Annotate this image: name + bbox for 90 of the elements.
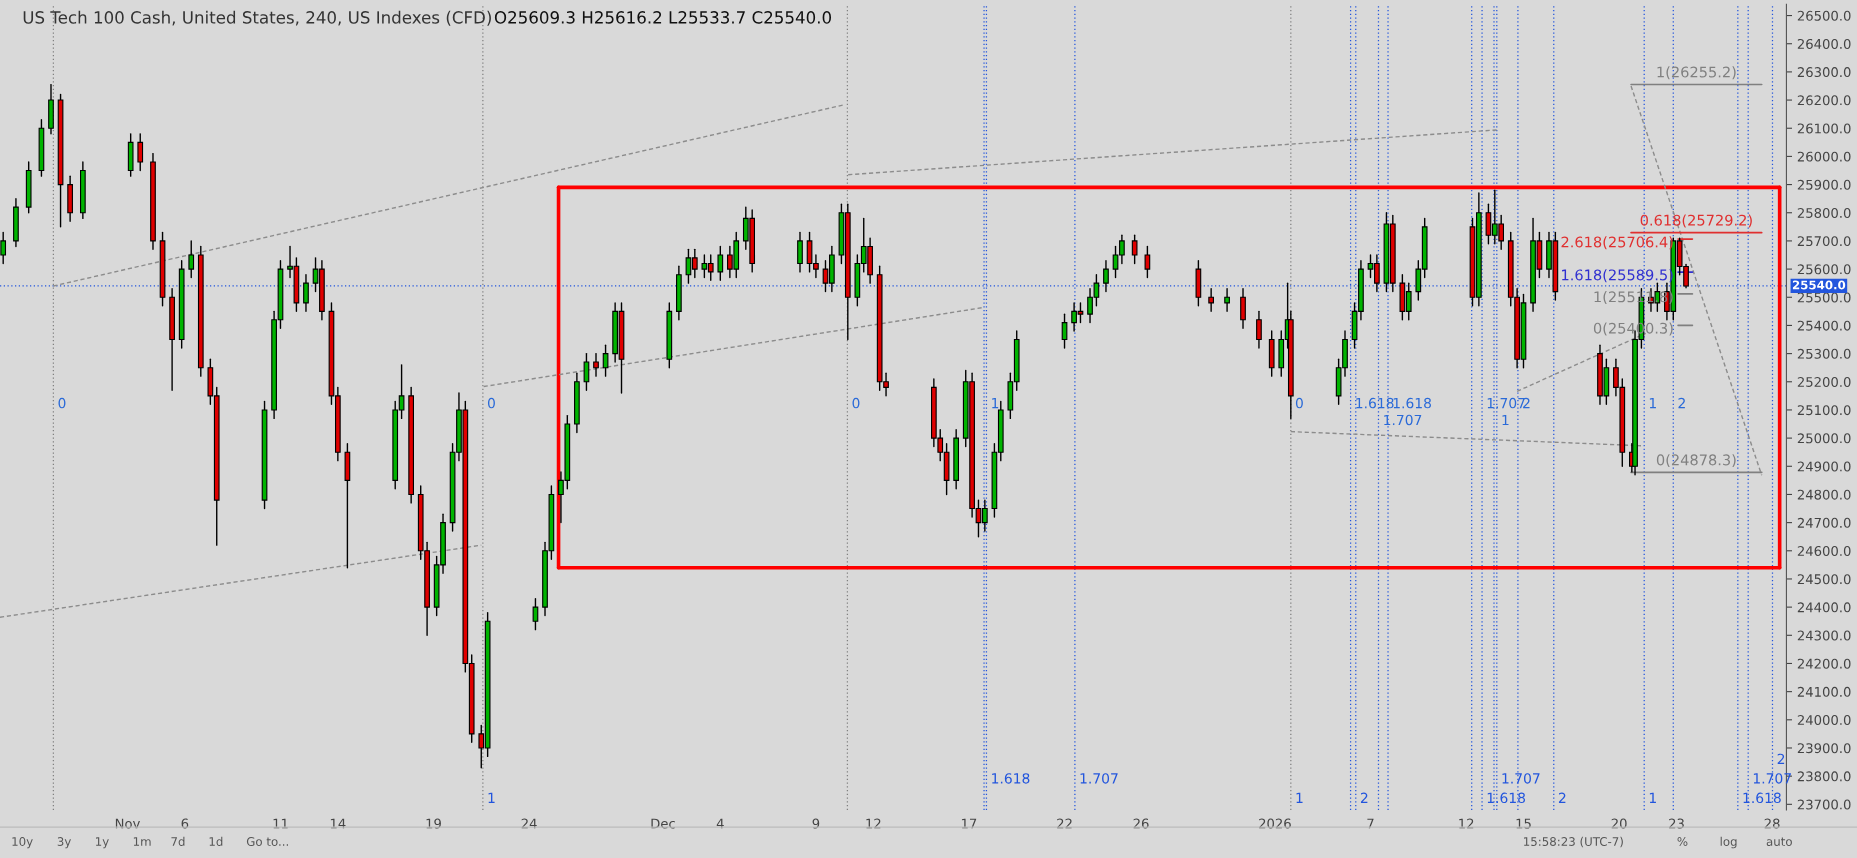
y-tick-label: 24100.0 (1797, 686, 1851, 697)
y-tick-label: 23700.0 (1797, 799, 1851, 810)
ref-line-label: 1 (488, 792, 495, 803)
x-tick-label: 17 (961, 818, 977, 829)
text: 10y (12, 837, 33, 849)
x-tick-label: 22 (1057, 818, 1072, 829)
text: 7d (171, 836, 185, 846)
annotation: 1.707 (1487, 397, 1525, 409)
x-tick-label: Dec (651, 818, 675, 829)
text: 1y (96, 837, 109, 849)
y-tick-label: 26000.0 (1797, 151, 1851, 162)
annotation: 0 (487, 397, 495, 409)
x-tick-label: 4 (716, 818, 724, 829)
chart-subtitle: O25609.3 H25616.2 L25533.7 C25540.0 (494, 11, 832, 24)
y-tick-label: 26400.0 (1797, 38, 1851, 49)
x-tick-label: 28 (1764, 818, 1780, 829)
annotation: 1.618 (1356, 397, 1394, 409)
ref-line-label: 1 (1649, 792, 1656, 803)
text: 1d (209, 836, 223, 846)
ref-line-label: 2 (1777, 753, 1785, 765)
x-tick-label: 15 (1516, 818, 1531, 829)
x-tick-label: 12 (1459, 818, 1474, 829)
y-tick-label: 26200.0 (1797, 95, 1851, 106)
y-tick-label: 25200.0 (1797, 376, 1851, 387)
x-tick-label: 2026 (1259, 818, 1291, 829)
y-tick-label: 24200.0 (1797, 658, 1851, 669)
text: % (1677, 837, 1688, 846)
y-tick-label: 23900.0 (1797, 743, 1851, 754)
annotation: 2 (1523, 397, 1530, 409)
annotation: 1.618 (1393, 397, 1432, 409)
y-tick-label: 26500.0 (1797, 10, 1851, 21)
ref-line-label: 2 (1558, 792, 1566, 803)
ref-line-label: 1.618 (1487, 792, 1526, 804)
ref-line-label: 1 (1296, 792, 1303, 803)
y-tick-label: 24900.0 (1797, 461, 1851, 472)
ref-line-label: 2 (1360, 792, 1368, 803)
y-tick-label: 24300.0 (1797, 630, 1851, 641)
annotation: 1 (1502, 414, 1509, 426)
chart-title: US Tech 100 Cash, United States, 240, US Indexes (CFD) (23, 10, 491, 26)
x-tick-label: 20 (1611, 818, 1627, 829)
text: Go to... (246, 837, 288, 846)
x-tick-label: 24 (521, 818, 537, 829)
annotation: 1 (1649, 398, 1656, 409)
y-tick-label: 26100.0 (1797, 123, 1851, 134)
x-tick-label: 26 (1133, 818, 1149, 829)
y-tick-label: 25500.0 (1797, 292, 1851, 303)
y-tick-label: 24700.0 (1797, 517, 1851, 528)
x-tick-label: 19 (426, 818, 441, 829)
x-tick-label: 7 (1367, 818, 1374, 829)
ref-line-label: 1.618 (1743, 792, 1781, 804)
y-tick-label: 25400.0 (1797, 320, 1851, 331)
y-tick-label: 25700.0 (1797, 236, 1851, 247)
y-tick-label: 26300.0 (1797, 67, 1851, 78)
x-tick-label: 11 (273, 818, 288, 829)
y-tick-label: 25000.0 (1797, 433, 1851, 444)
annotation: 0 (1295, 397, 1303, 409)
ref-line-label: 1.707 (1502, 773, 1540, 784)
text: 1m (133, 837, 151, 846)
text: 3y (57, 837, 71, 849)
annotation: 0 (852, 397, 860, 409)
text: log (1720, 836, 1737, 849)
annotation: 1 (992, 398, 999, 409)
y-tick-label: 25300.0 (1797, 348, 1851, 359)
x-tick-label: 9 (812, 818, 820, 829)
y-tick-label: 25900.0 (1797, 179, 1851, 190)
ref-line-label: 1.707 (1080, 773, 1118, 784)
x-tick-label: 12 (866, 818, 881, 829)
series-label: 0(24878.3) (1656, 454, 1736, 468)
series-label: 0.618(25729.2) (1640, 214, 1752, 228)
text: 15:58:23 (UTC-7) (1524, 836, 1623, 848)
annotation: 0 (58, 397, 66, 409)
annotation: 2 (1678, 397, 1685, 409)
x-tick-label: 14 (330, 818, 346, 829)
x-tick-label: Nov (115, 818, 140, 829)
y-tick-label: 24600.0 (1797, 546, 1851, 556)
y-tick-label: 24500.0 (1797, 574, 1851, 585)
ref-line-label: 25540.0 (1792, 280, 1846, 290)
x-tick-label: 6 (181, 818, 189, 829)
series-label: 1(26255.2) (1657, 66, 1736, 80)
text: auto (1766, 837, 1792, 846)
annotation: 1.707 (1384, 414, 1422, 426)
ref-line-label: 1.618 (992, 773, 1030, 784)
y-tick-label: 24400.0 (1797, 602, 1851, 613)
x-tick-label: 23 (1669, 818, 1684, 829)
y-tick-label: 24800.0 (1797, 489, 1851, 500)
y-tick-label: 25600.0 (1797, 264, 1851, 275)
y-tick-label: 24000.0 (1797, 715, 1851, 726)
y-tick-label: 25100.0 (1797, 405, 1851, 416)
y-tick-label: 23800.0 (1797, 771, 1851, 782)
y-tick-label: 25800.0 (1797, 207, 1851, 218)
